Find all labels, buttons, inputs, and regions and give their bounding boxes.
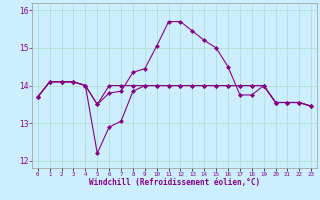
X-axis label: Windchill (Refroidissement éolien,°C): Windchill (Refroidissement éolien,°C): [89, 178, 260, 187]
